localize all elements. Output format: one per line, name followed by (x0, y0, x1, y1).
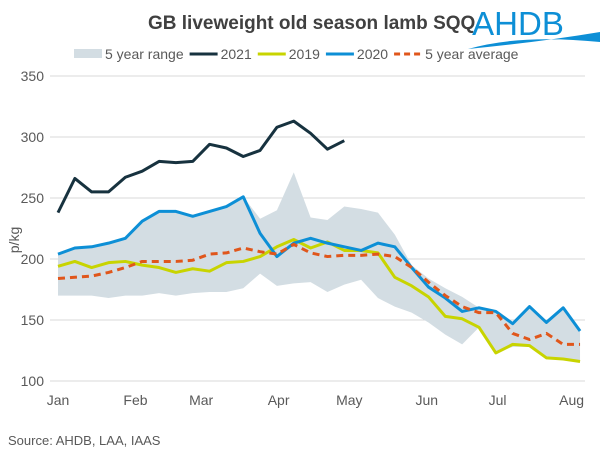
x-tick-label: Mar (189, 392, 213, 408)
legend: 5 year range 2021 2019 2020 5 year average (74, 46, 519, 62)
x-tick-label: Aug (559, 392, 584, 408)
legend-label: 5 year range (105, 46, 184, 62)
x-tick-label: Feb (123, 392, 147, 408)
y-tick-label: 250 (21, 190, 45, 206)
x-tick-label: Jun (416, 392, 439, 408)
x-axis: Jan Feb Mar Apr May Jun Jul Aug (47, 392, 584, 408)
legend-swatch (74, 49, 102, 58)
x-tick-label: Jan (47, 392, 70, 408)
logo-text: AHDB (472, 5, 564, 42)
chart-title: GB liveweight old season lamb SQQ (148, 13, 475, 34)
x-tick-label: Jul (489, 392, 507, 408)
series-line-2021 (56, 119, 345, 214)
legend-label: 2019 (289, 46, 320, 62)
y-tick-label: 200 (21, 251, 45, 267)
series-line-2020 (57, 195, 582, 332)
series-line-5-year-average (57, 242, 581, 346)
legend-label: 2021 (221, 46, 252, 62)
y-tick-label: 300 (21, 129, 45, 145)
y-tick-label: 100 (21, 373, 45, 389)
y-tick-label: 150 (21, 312, 45, 328)
series-line-2019 (57, 237, 581, 363)
x-tick-label: May (336, 392, 362, 408)
y-axis: 100 150 200 250 300 350 (21, 68, 45, 389)
logo-wave-icon (468, 32, 600, 49)
series-lines (56, 119, 582, 363)
y-axis-label: p/kg (6, 227, 22, 253)
source-note: Source: AHDB, LAA, IAAS (8, 433, 161, 448)
legend-label: 2020 (357, 46, 388, 62)
five-year-range-area (58, 172, 581, 362)
range-band (58, 172, 581, 362)
x-tick-label: Apr (268, 392, 290, 408)
legend-label: 5 year average (425, 46, 519, 62)
ahdb-logo: AHDB (468, 5, 600, 49)
y-tick-label: 350 (21, 68, 45, 84)
